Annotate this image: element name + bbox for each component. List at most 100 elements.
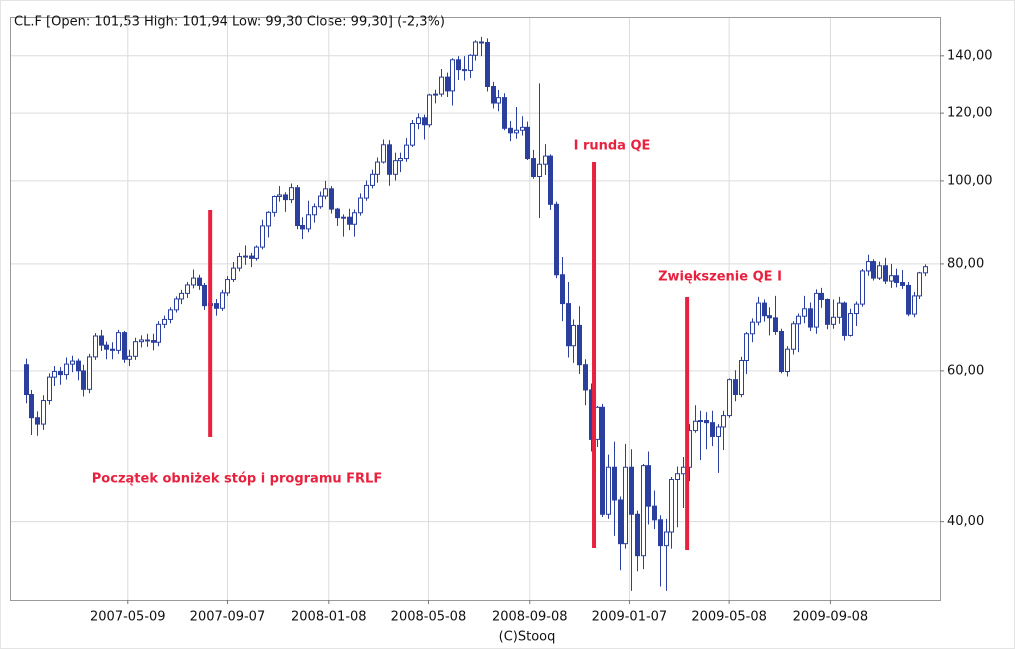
candle-body — [329, 188, 334, 210]
candle-body — [785, 348, 790, 372]
candle-body — [877, 265, 882, 279]
candle-body — [445, 76, 450, 92]
candle-body — [99, 335, 104, 346]
candle-body — [323, 188, 328, 197]
candle-body — [721, 415, 726, 428]
candle-body — [410, 122, 415, 146]
candle-body — [93, 335, 98, 358]
candle-body — [162, 318, 167, 325]
candle-body — [381, 144, 386, 163]
candle-body — [923, 266, 928, 274]
candle-body — [473, 41, 478, 56]
candle-body — [393, 160, 398, 175]
candle-body — [906, 284, 911, 315]
plot-frame — [10, 17, 941, 601]
candle-body — [520, 126, 525, 131]
candle-body — [693, 420, 698, 432]
candle-body — [767, 315, 772, 319]
chart-title: CL.F [Open: 101,53 High: 101,94 Low: 99,… — [14, 15, 445, 30]
y-tick-label: 40,00 — [947, 514, 984, 529]
candle-body — [341, 216, 346, 219]
candle-body — [866, 261, 871, 272]
candle-body — [370, 173, 375, 186]
candle-body — [185, 284, 190, 294]
y-tick-label: 100,00 — [947, 173, 993, 188]
candle-body — [894, 275, 899, 283]
y-tick-label: 140,00 — [947, 48, 993, 63]
candle-body — [24, 364, 29, 396]
candle-body — [433, 93, 438, 96]
candle-body — [675, 473, 680, 481]
candle-body — [156, 323, 161, 343]
candle-body — [64, 363, 69, 376]
candle-body — [635, 513, 640, 557]
candle-body — [225, 279, 230, 294]
candle-body — [347, 216, 352, 225]
candle-body — [871, 261, 876, 279]
y-tick-label: 60,00 — [947, 363, 984, 378]
candle-body — [629, 466, 634, 515]
candle-body — [260, 225, 265, 248]
candle-body — [231, 267, 236, 281]
candle-body — [318, 195, 323, 208]
candle-body — [744, 333, 749, 361]
candle-body — [739, 359, 744, 396]
x-tick-label: 2009-01-07 — [592, 610, 668, 625]
candle-body — [202, 284, 207, 307]
x-tick-label: 2009-05-08 — [691, 610, 767, 625]
candle-body — [300, 225, 305, 230]
candle-body — [808, 308, 813, 328]
candle-body — [151, 340, 156, 343]
candle-body — [283, 194, 288, 201]
x-tick-label: 2008-09-08 — [492, 610, 568, 625]
candle-body — [831, 316, 836, 325]
candle-body — [491, 86, 496, 104]
candle-body — [791, 323, 796, 350]
candle-body — [612, 466, 617, 501]
candle-body — [889, 275, 894, 282]
candle-body — [462, 69, 467, 72]
candle-body — [883, 265, 888, 282]
candle-body — [496, 97, 501, 104]
candle-body — [243, 255, 248, 258]
candle-body — [595, 406, 600, 440]
candle-body — [35, 417, 40, 425]
candle-body — [387, 144, 392, 175]
candle-body — [335, 208, 340, 219]
candle-body — [842, 302, 847, 336]
y-tick-label: 120,00 — [947, 106, 993, 121]
candle-body — [485, 42, 490, 88]
candle-body — [531, 158, 536, 177]
candle-body — [854, 303, 859, 315]
candle-body — [825, 298, 830, 325]
candle-body — [375, 161, 380, 175]
candle-body — [733, 379, 738, 396]
candle-body — [168, 309, 173, 320]
candle-body — [525, 126, 530, 160]
candle-body — [618, 499, 623, 545]
candle-body — [266, 211, 271, 227]
candle-body — [191, 277, 196, 286]
candle-body — [127, 355, 132, 360]
candle-body — [543, 155, 548, 165]
candle-body — [214, 303, 219, 309]
candle-body — [912, 295, 917, 315]
candle-body — [52, 370, 57, 378]
candle-body — [664, 531, 669, 547]
candle-body — [658, 519, 663, 547]
candle-body — [145, 339, 150, 342]
candle-body — [704, 420, 709, 424]
x-tick-label: 2008-01-08 — [291, 610, 367, 625]
candle-body — [47, 376, 52, 402]
candle-body — [76, 360, 81, 372]
candle-body — [716, 426, 721, 437]
candle-body — [179, 292, 184, 300]
candle-body — [577, 324, 582, 366]
candle-body — [606, 466, 611, 515]
candle-body — [681, 466, 686, 475]
candle-body — [537, 163, 542, 177]
candle-body — [416, 117, 421, 124]
annotation-label: Początek obniżek stóp i programu FRLF — [92, 472, 382, 487]
footer: (C)Stooq — [499, 630, 556, 645]
